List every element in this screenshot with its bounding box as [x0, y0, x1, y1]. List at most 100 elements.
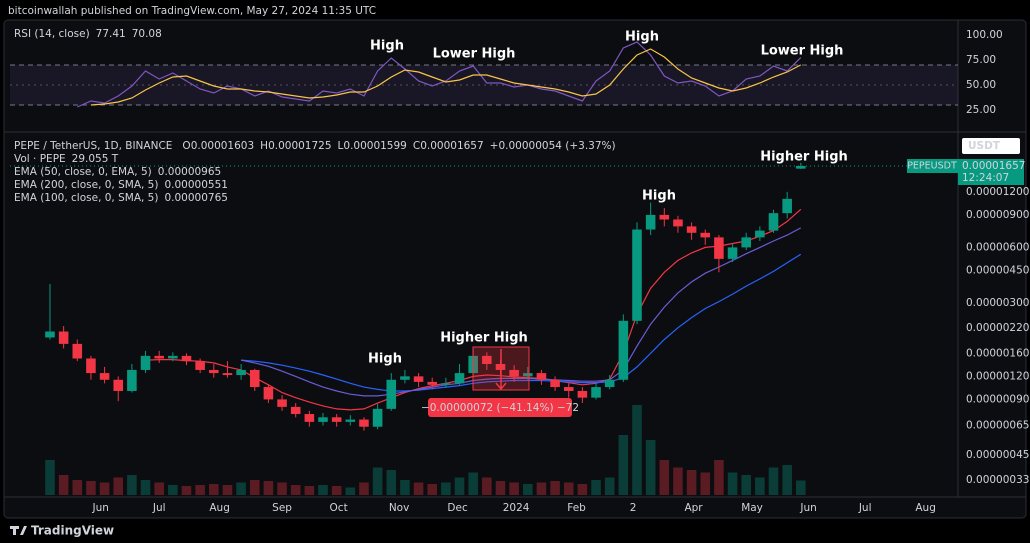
candle-body — [509, 369, 519, 377]
volume-bar — [72, 480, 83, 495]
candle-body — [700, 232, 711, 238]
volume-bar — [181, 486, 192, 495]
volume-bar — [209, 484, 219, 495]
x-tick-label: Apr — [684, 502, 703, 514]
volume-bar — [686, 470, 697, 495]
volume-bar — [113, 477, 124, 495]
volume-bar — [618, 435, 629, 495]
volume-bar — [536, 482, 547, 495]
legend-text: 77.41 — [96, 28, 126, 40]
candle-body — [318, 417, 328, 422]
volume-bar — [236, 482, 246, 495]
legend-text: EMA (50, close, 0, EMA, 5) — [14, 166, 152, 178]
chart-frame — [3, 19, 1027, 519]
candle-body — [72, 343, 83, 359]
candle-body — [222, 373, 233, 376]
y-tick-label: 0.00000300 — [966, 297, 1029, 309]
measure-label-bg — [428, 398, 572, 417]
x-tick-label: Feb — [567, 502, 586, 514]
candle-body — [290, 406, 301, 415]
y-tick-label: 0.00000450 — [966, 264, 1029, 276]
candle-body — [523, 373, 533, 377]
candle-body — [618, 320, 629, 380]
volume-bar — [454, 477, 465, 495]
candle-body — [632, 229, 642, 321]
x-tick-label: Aug — [209, 502, 230, 514]
candle-body — [673, 219, 683, 227]
annotation: High — [642, 189, 676, 204]
volume-bar — [304, 486, 315, 495]
candle-body — [277, 399, 287, 407]
candle-body — [427, 381, 437, 385]
candle-body — [782, 198, 792, 214]
volume-bar — [386, 470, 397, 495]
volume-bar — [509, 482, 519, 495]
volume-bar — [482, 477, 492, 495]
y-tick-label: 0.00000220 — [966, 322, 1029, 334]
volume-bar — [441, 482, 451, 495]
volume-bar — [290, 485, 301, 495]
legend-text: L — [338, 140, 344, 152]
y-tick-label: 75.00 — [966, 54, 996, 66]
volume-bar — [468, 472, 478, 495]
x-tick-label: 2024 — [503, 502, 530, 514]
annotation: Higher High — [440, 331, 528, 346]
volume-bar — [755, 477, 765, 495]
y-tick-label: 0.00000900 — [966, 209, 1029, 221]
publish-header: bitcoinwallah published on TradingView.c… — [8, 5, 376, 17]
candle-body — [168, 355, 178, 359]
legend-text: O — [182, 140, 190, 152]
candle-body — [45, 331, 55, 338]
legend-text: C — [413, 140, 420, 152]
annotation: Higher High — [760, 150, 848, 165]
candle-body — [550, 379, 560, 388]
legend-text: EMA (100, close, 0, SMA, 5) — [14, 192, 158, 204]
annotation: Lower High — [761, 44, 844, 59]
candle-body — [604, 379, 615, 388]
volume-bar — [591, 480, 601, 495]
y-tick-label: 0.00000033 — [966, 474, 1029, 486]
x-tick-label: Jun — [799, 502, 816, 514]
x-tick-label: Jul — [152, 502, 166, 514]
symbol-tag-bg — [907, 159, 958, 174]
volume-bar — [768, 467, 779, 495]
volume-bar — [523, 484, 533, 495]
candle-body — [127, 369, 137, 391]
candle-body — [209, 369, 219, 374]
volume-bar — [673, 467, 683, 495]
measure-arrow — [495, 349, 507, 391]
y-tick-label: 0.00000160 — [966, 347, 1029, 359]
candle-body — [645, 214, 656, 230]
volume-bar — [86, 481, 96, 495]
x-tick-label: Jun — [91, 502, 108, 514]
candle-body — [536, 373, 547, 380]
volume-bar — [168, 485, 178, 495]
price-tag: 0.00001657 — [962, 160, 1025, 172]
candle-body — [304, 414, 315, 422]
candle-body — [714, 237, 724, 259]
volume-bar — [331, 486, 342, 495]
volume-bar — [277, 482, 287, 495]
candle-body — [181, 355, 192, 362]
x-tick-label: May — [741, 502, 763, 514]
volume-bar — [782, 465, 792, 495]
currency-box — [962, 138, 1020, 154]
y-tick-label: 0.00000120 — [966, 370, 1029, 382]
y-tick-label: 0.00000600 — [966, 241, 1029, 253]
volume-bar — [127, 475, 137, 495]
volume-bar — [495, 481, 506, 495]
legend-text: 0.00000551 — [164, 179, 227, 191]
brand: TradingView — [31, 524, 114, 538]
volume-bar — [550, 481, 560, 495]
candle-body — [154, 355, 164, 359]
legend-text: +0.00000054 (+3.37%) — [490, 140, 616, 152]
legend-text: 0.00001657 — [420, 140, 483, 152]
volume-bar — [577, 484, 588, 495]
volume-bar — [645, 440, 656, 495]
legend-text: 0.00000765 — [164, 192, 227, 204]
volume-bar — [249, 480, 260, 495]
candle-body — [454, 373, 465, 384]
candle-body — [195, 361, 205, 370]
volume-bar — [99, 482, 110, 495]
